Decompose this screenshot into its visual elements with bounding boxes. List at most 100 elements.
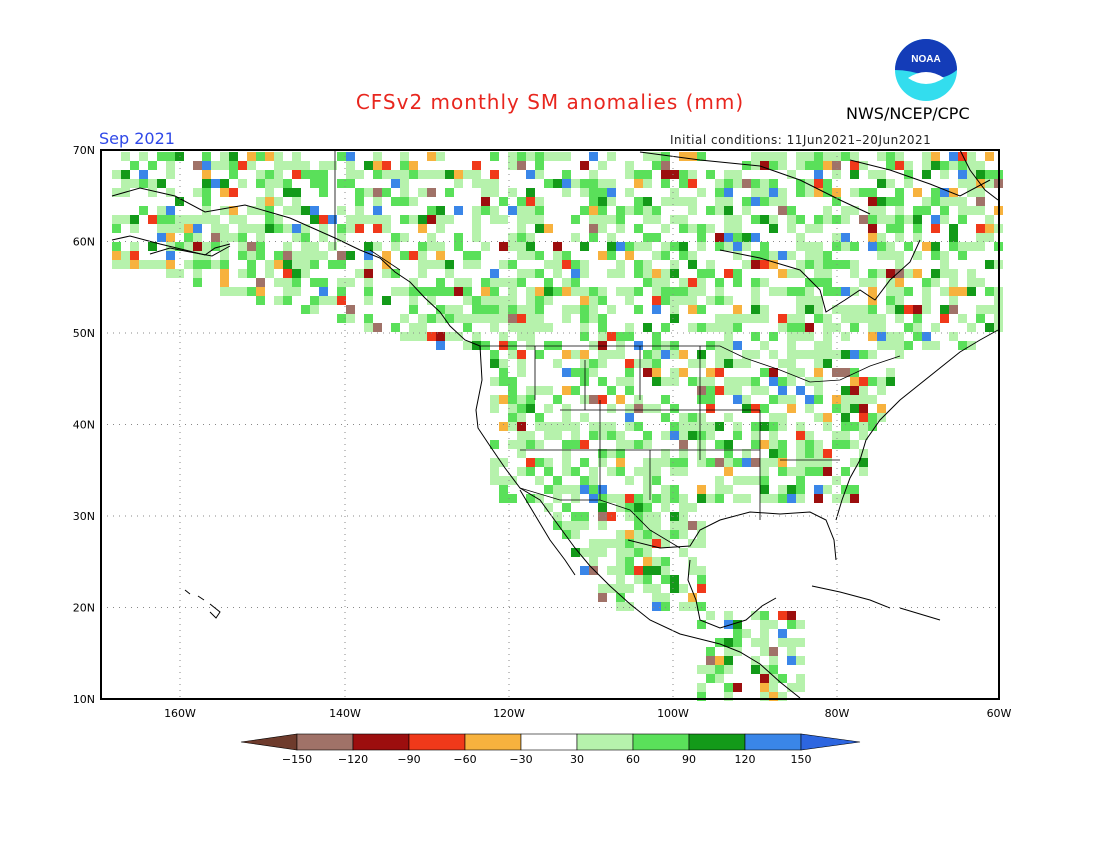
anomaly-cell [823, 269, 832, 278]
anomaly-cell [787, 368, 796, 377]
anomaly-cell [697, 665, 706, 674]
anomaly-cell [823, 215, 832, 224]
anomaly-cell [517, 395, 526, 404]
anomaly-cell [517, 404, 526, 413]
anomaly-cell [778, 377, 787, 386]
anomaly-cell [904, 179, 913, 188]
anomaly-cell [949, 278, 958, 287]
anomaly-cell [373, 188, 382, 197]
anomaly-cell [661, 458, 670, 467]
anomaly-cell [769, 251, 778, 260]
anomaly-cell [751, 431, 760, 440]
anomaly-cell [787, 377, 796, 386]
anomaly-cell [454, 170, 463, 179]
anomaly-cell [562, 413, 571, 422]
anomaly-cell [292, 152, 301, 161]
anomaly-cell [499, 278, 508, 287]
anomaly-cell [751, 350, 760, 359]
anomaly-cell [688, 557, 697, 566]
anomaly-cell [814, 152, 823, 161]
anomaly-cell [607, 467, 616, 476]
anomaly-cell [544, 296, 553, 305]
anomaly-cell [292, 161, 301, 170]
anomaly-cell [796, 287, 805, 296]
anomaly-cell [949, 269, 958, 278]
anomaly-cell [967, 179, 976, 188]
anomaly-cell [445, 215, 454, 224]
anomaly-cell [733, 314, 742, 323]
anomaly-cell [652, 161, 661, 170]
anomaly-cell [958, 197, 967, 206]
anomaly-cell [517, 449, 526, 458]
anomaly-cell [661, 242, 670, 251]
anomaly-cell [688, 431, 697, 440]
anomaly-cell [832, 431, 841, 440]
anomaly-cell [391, 269, 400, 278]
anomaly-cell [400, 188, 409, 197]
map-title: CFSv2 monthly SM anomalies (mm) [355, 90, 745, 114]
anomaly-cell [238, 287, 247, 296]
anomaly-cell [535, 170, 544, 179]
anomaly-cell [535, 152, 544, 161]
anomaly-cell [562, 170, 571, 179]
anomaly-cell [580, 161, 589, 170]
anomaly-cell [877, 269, 886, 278]
anomaly-cell [112, 215, 121, 224]
anomaly-cell [670, 287, 679, 296]
anomaly-cell [562, 152, 571, 161]
anomaly-cell [346, 278, 355, 287]
anomaly-cell [841, 287, 850, 296]
anomaly-cell [661, 350, 670, 359]
anomaly-cell [355, 170, 364, 179]
anomaly-cell [571, 521, 580, 530]
anomaly-cell [661, 287, 670, 296]
anomaly-cell [724, 449, 733, 458]
anomaly-cell [661, 152, 670, 161]
anomaly-cell [427, 314, 436, 323]
anomaly-cell [247, 206, 256, 215]
anomaly-cell [382, 170, 391, 179]
anomaly-cell [751, 638, 760, 647]
anomaly-cell [886, 179, 895, 188]
anomaly-cell [598, 485, 607, 494]
anomaly-cell [247, 287, 256, 296]
anomaly-cell [823, 278, 832, 287]
anomaly-cell [553, 359, 562, 368]
anomaly-cell [112, 242, 121, 251]
anomaly-cell [616, 458, 625, 467]
anomaly-cell [373, 197, 382, 206]
anomaly-cell [967, 269, 976, 278]
anomaly-cell [787, 404, 796, 413]
anomaly-cell [535, 476, 544, 485]
anomaly-cell [418, 242, 427, 251]
anomaly-cell [967, 278, 976, 287]
anomaly-cell [931, 197, 940, 206]
anomaly-cell [733, 359, 742, 368]
anomaly-cell [580, 395, 589, 404]
anomaly-cell [625, 584, 634, 593]
anomaly-cell [940, 260, 949, 269]
anomaly-cell [877, 323, 886, 332]
colorbar-bin [576, 733, 634, 751]
anomaly-cell [562, 314, 571, 323]
anomaly-cell [562, 251, 571, 260]
anomaly-cell [697, 602, 706, 611]
anomaly-cell [598, 539, 607, 548]
anomaly-cell [805, 449, 814, 458]
anomaly-cell [517, 323, 526, 332]
anomaly-cell [760, 179, 769, 188]
anomaly-cell [589, 305, 598, 314]
anomaly-cell [859, 422, 868, 431]
anomaly-cell [301, 170, 310, 179]
anomaly-cell [697, 422, 706, 431]
anomaly-cell [571, 278, 580, 287]
anomaly-cell [706, 674, 715, 683]
anomaly-cell [985, 287, 994, 296]
anomaly-cell [229, 161, 238, 170]
anomaly-cell [274, 260, 283, 269]
anomaly-cell [355, 224, 364, 233]
anomaly-cell [517, 197, 526, 206]
anomaly-cell [760, 485, 769, 494]
anomaly-cell [337, 179, 346, 188]
anomaly-cell [436, 314, 445, 323]
